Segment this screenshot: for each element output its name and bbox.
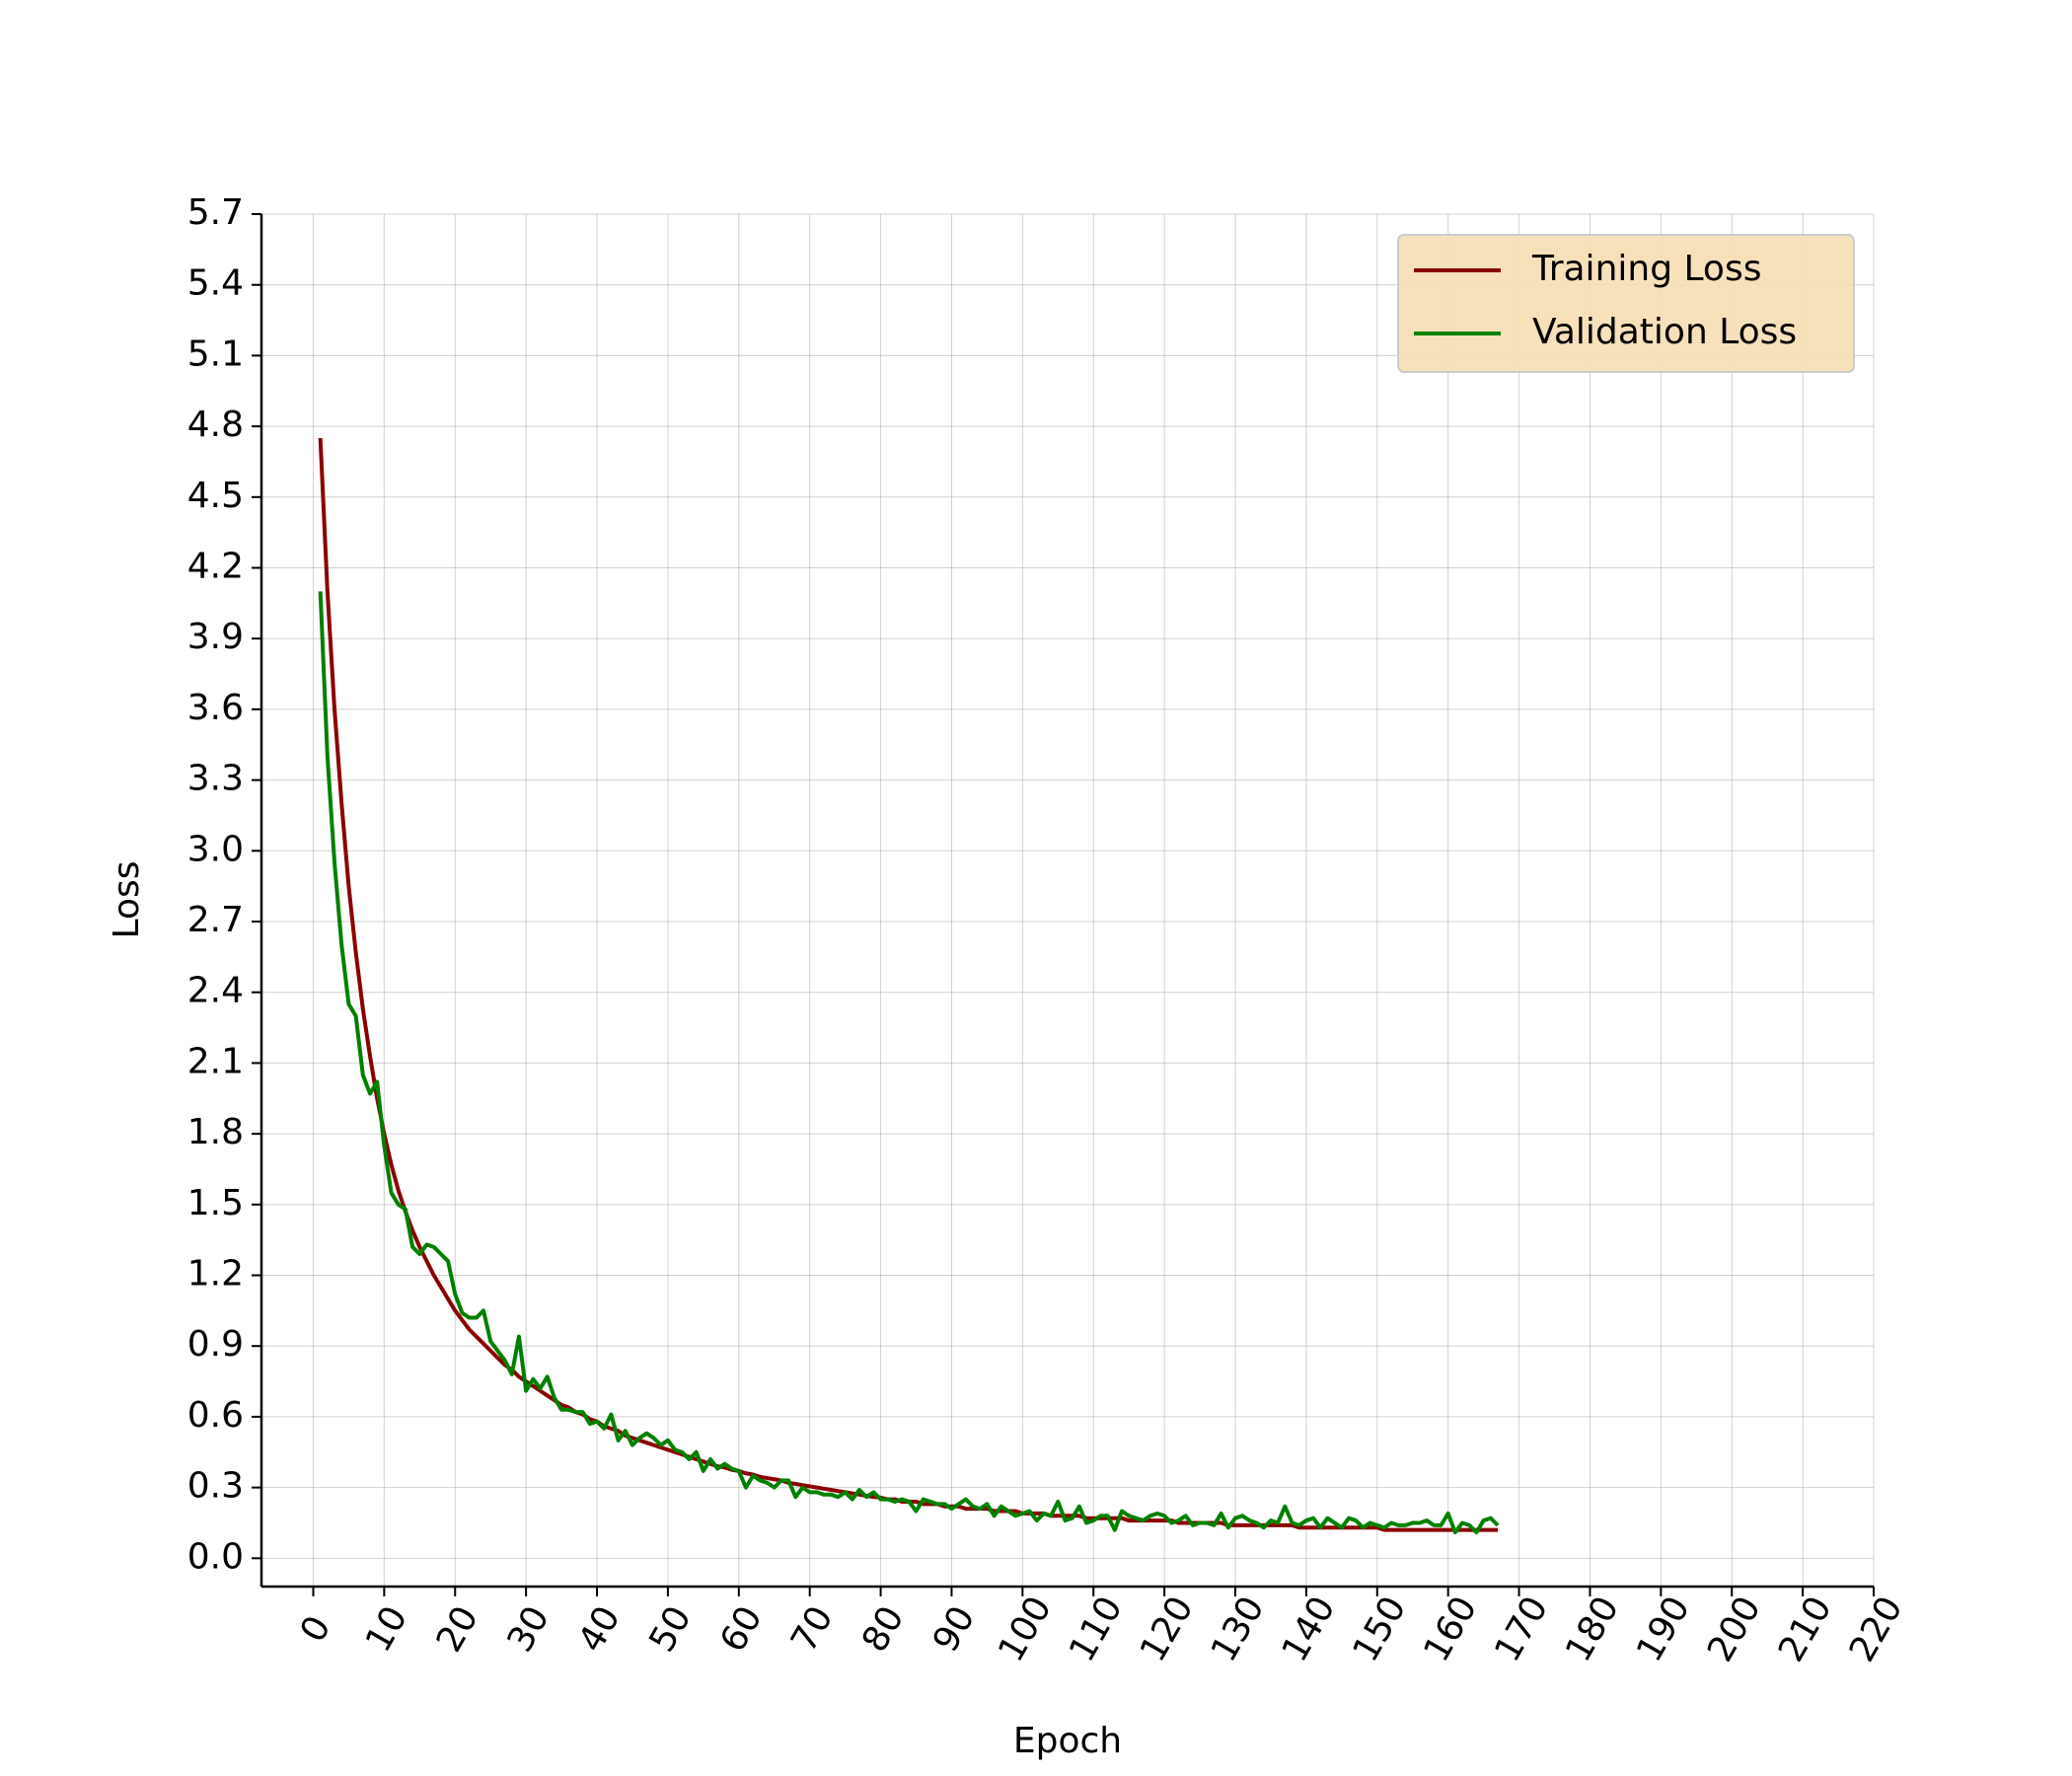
y-tick-label: 3.3 xyxy=(187,759,244,799)
y-tick-label: 5.1 xyxy=(187,333,244,374)
y-tick-label: 2.7 xyxy=(187,900,244,940)
y-tick-label: 0.6 xyxy=(187,1395,244,1436)
legend-label: Validation Loss xyxy=(1532,312,1797,352)
y-tick-label: 1.8 xyxy=(187,1112,244,1152)
y-tick-label: 4.2 xyxy=(187,547,244,587)
y-tick-label: 1.5 xyxy=(187,1183,244,1223)
y-tick-label: 2.1 xyxy=(187,1041,244,1081)
y-tick-label: 3.0 xyxy=(187,829,244,869)
y-tick-label: 1.2 xyxy=(187,1254,244,1295)
y-tick-label: 4.8 xyxy=(187,405,244,445)
legend-box xyxy=(1397,234,1855,373)
y-tick-label: 0.0 xyxy=(187,1536,244,1577)
y-tick-label: 3.9 xyxy=(187,617,244,657)
y-tick-label: 5.4 xyxy=(187,263,244,304)
y-tick-label: 0.9 xyxy=(187,1324,244,1365)
x-axis-label: Epoch xyxy=(1013,1721,1122,1761)
series-line xyxy=(318,591,1500,1535)
y-tick-label: 2.4 xyxy=(187,971,244,1011)
y-tick-label: 5.7 xyxy=(187,192,244,233)
y-tick-label: 4.5 xyxy=(187,476,244,516)
y-tick-label: 3.6 xyxy=(187,688,244,728)
legend-label: Training Loss xyxy=(1531,249,1761,289)
y-tick-label: 0.3 xyxy=(187,1466,244,1507)
y-axis-label: Loss xyxy=(107,861,147,939)
